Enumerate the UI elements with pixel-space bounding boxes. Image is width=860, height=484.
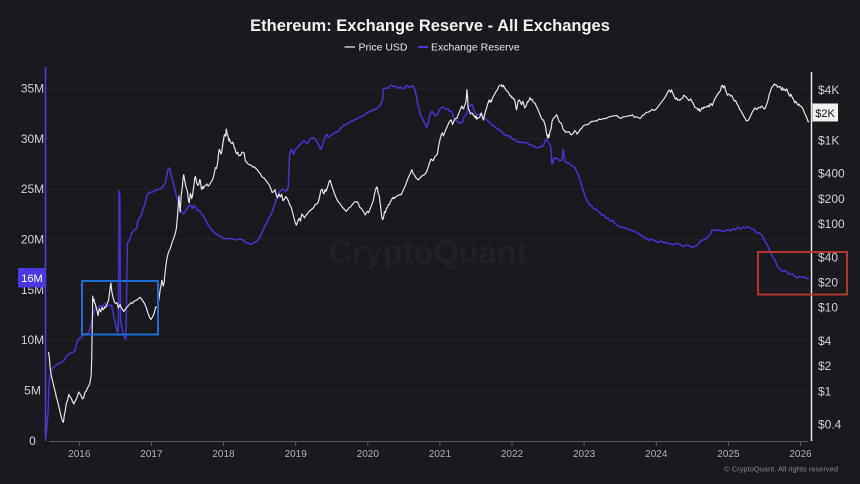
svg-text:20M: 20M <box>21 233 44 247</box>
svg-text:CryptoQuant: CryptoQuant <box>329 234 528 270</box>
svg-text:2017: 2017 <box>140 449 163 460</box>
svg-text:© CryptoQuant. All rights rese: © CryptoQuant. All rights reserved <box>724 465 838 474</box>
svg-text:0: 0 <box>29 434 36 448</box>
svg-text:Price USD: Price USD <box>359 42 408 54</box>
svg-text:$100: $100 <box>818 217 845 231</box>
svg-text:$4: $4 <box>818 334 832 348</box>
svg-text:$2: $2 <box>818 359 832 373</box>
svg-text:10M: 10M <box>21 333 44 347</box>
svg-text:2026: 2026 <box>789 449 812 460</box>
svg-text:$1K: $1K <box>818 133 839 147</box>
svg-text:16M: 16M <box>21 273 42 285</box>
svg-text:25M: 25M <box>21 182 44 196</box>
svg-text:$4K: $4K <box>818 83 839 97</box>
svg-text:2019: 2019 <box>285 449 308 460</box>
svg-text:2020: 2020 <box>357 449 380 460</box>
svg-text:2021: 2021 <box>429 449 452 460</box>
svg-text:$20: $20 <box>818 276 838 290</box>
svg-text:$200: $200 <box>818 192 845 206</box>
svg-text:30M: 30M <box>21 132 44 146</box>
svg-text:35M: 35M <box>21 82 44 96</box>
svg-text:2023: 2023 <box>573 449 596 460</box>
svg-text:$10: $10 <box>818 301 838 315</box>
svg-text:$2K: $2K <box>815 108 835 120</box>
svg-text:2022: 2022 <box>501 449 524 460</box>
svg-text:5M: 5M <box>24 384 41 398</box>
svg-text:Ethereum: Exchange Reserve - A: Ethereum: Exchange Reserve - All Exchang… <box>250 17 610 35</box>
svg-text:$40: $40 <box>818 250 838 264</box>
svg-text:2024: 2024 <box>645 449 668 460</box>
svg-text:$0.4: $0.4 <box>818 418 842 432</box>
svg-text:$400: $400 <box>818 167 845 181</box>
svg-text:$1: $1 <box>818 384 832 398</box>
svg-text:2018: 2018 <box>212 449 235 460</box>
svg-text:2016: 2016 <box>68 449 91 460</box>
svg-text:2025: 2025 <box>717 449 740 460</box>
svg-text:Exchange Reserve: Exchange Reserve <box>431 42 520 54</box>
